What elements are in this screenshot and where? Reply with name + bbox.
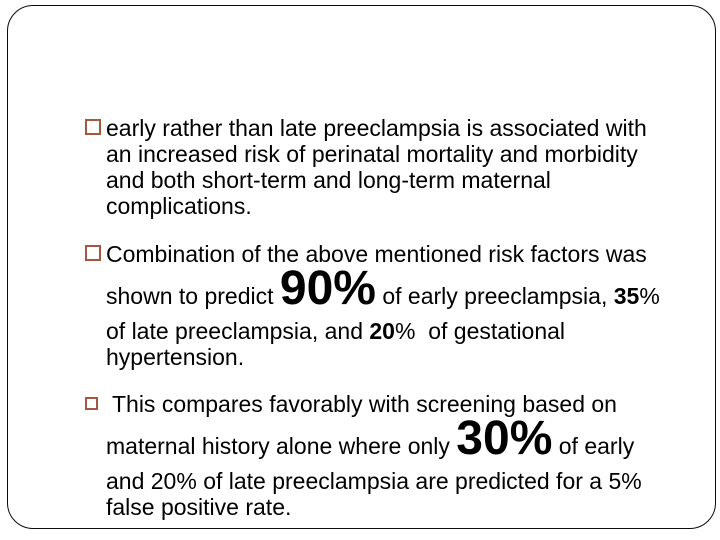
text-line: complications. [106,193,647,219]
paragraph-text: This compares favorably with screening b… [106,391,642,520]
text-segment: 20 [369,318,395,344]
text-line: of late preeclampsia, and 20% of gestati… [106,318,660,344]
text-line: an increased risk of perinatal mortality… [106,141,647,167]
text-line: Combination of the above mentioned risk … [106,241,660,267]
text-line: and 20% of late preeclampsia are predict… [106,468,642,494]
hollow-square-bullet-icon [85,245,101,261]
paragraph-text: Combination of the above mentioned risk … [106,241,660,370]
text-segment: % [639,283,660,309]
text-segment: and 20% of late preeclampsia are predict… [106,468,642,494]
bullet-paragraph-1: early rather than late preeclampsia is a… [85,115,710,219]
text-line: early rather than late preeclampsia is a… [106,115,647,141]
text-line: and both short-term and long-term matern… [106,167,647,193]
text-line: This compares favorably with screening b… [106,391,642,417]
paragraph-text: early rather than late preeclampsia is a… [106,115,647,219]
text-segment: and both short-term and long-term matern… [106,167,551,193]
text-segment: of early preeclampsia, [375,283,614,309]
text-segment: of late preeclampsia, and [106,318,370,344]
text-line: shown to predict 90% of early preeclamps… [106,265,660,318]
text-segment: 35 [613,283,640,309]
text-segment: complications. [106,193,252,219]
text-line: false positive rate. [106,494,642,520]
text-segment: shown to predict [106,283,280,309]
hollow-square-bullet-icon [85,397,98,410]
text-segment: % of gestational [394,318,566,344]
bullet-paragraph-3: This compares favorably with screening b… [85,391,710,520]
text-segment: an increased risk of perinatal mortality… [106,141,638,167]
big-percent-value: 90% [279,262,376,315]
slide-frame-border [7,5,716,529]
text-segment: Combination of the above mentioned risk … [106,241,647,267]
big-percent-value: 30% [456,412,553,465]
text-segment: early rather than late preeclampsia is a… [106,115,647,141]
text-line: hypertension. [106,344,660,370]
text-segment: maternal history alone where only [106,433,457,459]
bullet-paragraph-2: Combination of the above mentioned risk … [85,241,710,370]
hollow-square-bullet-icon [85,119,101,135]
text-segment: This compares favorably with screening b… [106,391,617,417]
text-segment: false positive rate. [106,494,292,520]
text-segment: hypertension. [106,344,245,370]
text-segment: of early [552,433,635,459]
text-line: maternal history alone where only 30% of… [106,415,642,468]
